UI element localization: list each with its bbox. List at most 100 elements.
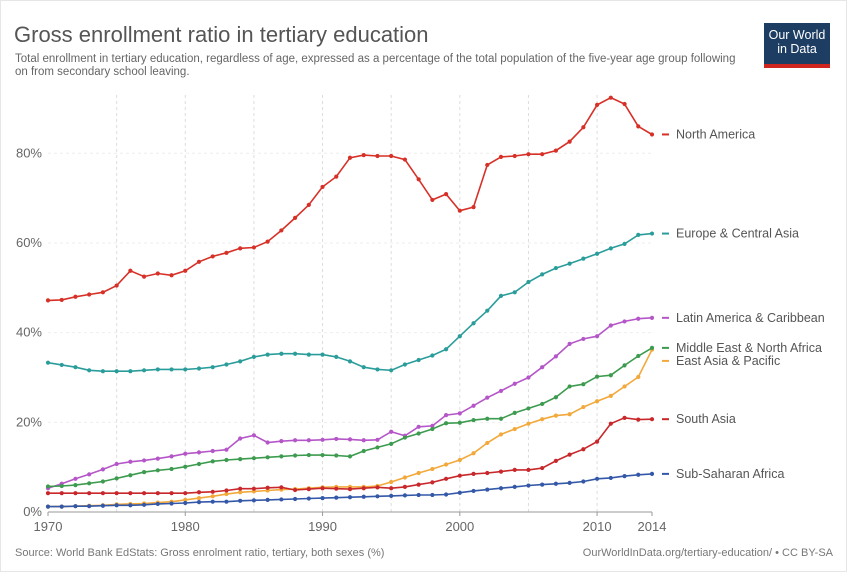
y-tick-label: 0% <box>23 504 42 519</box>
data-point <box>416 357 421 363</box>
data-point <box>320 352 325 357</box>
data-point <box>608 393 613 398</box>
series-0 <box>45 95 655 303</box>
data-point <box>224 447 229 452</box>
data-point <box>361 494 366 499</box>
data-point <box>402 475 408 480</box>
data-point <box>73 294 78 299</box>
data-point <box>183 367 188 372</box>
data-point <box>238 498 243 503</box>
data-point <box>265 352 270 357</box>
x-tick-label: 1970 <box>34 519 63 534</box>
data-point <box>498 154 504 159</box>
data-point <box>512 290 517 295</box>
data-point <box>471 204 476 210</box>
data-point <box>224 499 229 504</box>
data-point <box>430 492 435 498</box>
data-point <box>100 491 106 496</box>
data-point <box>59 483 64 489</box>
data-point <box>183 268 188 273</box>
data-point <box>306 487 311 492</box>
data-point <box>361 365 366 370</box>
data-point <box>238 359 243 364</box>
data-point <box>100 503 106 508</box>
data-point <box>485 162 490 168</box>
data-point <box>649 231 655 236</box>
data-point <box>622 363 627 368</box>
data-point <box>251 433 257 438</box>
data-point <box>608 475 613 481</box>
data-point <box>430 353 435 358</box>
data-point <box>526 467 531 472</box>
data-point <box>512 484 517 489</box>
data-point <box>196 366 202 371</box>
y-tick-label: 20% <box>16 414 42 429</box>
data-point <box>471 488 476 494</box>
data-point <box>553 148 559 153</box>
data-point <box>210 489 215 494</box>
data-point <box>512 381 517 386</box>
data-point <box>581 404 586 410</box>
data-point <box>292 487 298 493</box>
data-point <box>498 388 504 394</box>
data-point <box>334 436 339 442</box>
data-point <box>114 503 119 508</box>
data-point <box>292 453 298 458</box>
data-point <box>567 261 572 266</box>
data-point <box>100 369 106 374</box>
data-point <box>196 450 202 455</box>
data-point <box>540 365 545 370</box>
data-point <box>512 410 517 416</box>
data-point <box>306 438 311 443</box>
source-note: Source: World Bank EdStats: Gross enrolm… <box>15 547 385 559</box>
data-point <box>443 421 449 426</box>
data-point <box>196 461 202 467</box>
owid-logo[interactable]: Our World in Data <box>764 23 830 68</box>
data-point <box>526 483 531 488</box>
data-point <box>196 500 202 505</box>
series-label: Europe & Central Asia <box>676 227 799 241</box>
data-point <box>485 440 490 446</box>
data-point <box>581 382 586 387</box>
data-point <box>540 272 545 277</box>
data-point <box>155 501 160 507</box>
data-point <box>361 152 366 158</box>
data-point <box>114 369 119 374</box>
data-point <box>155 367 160 372</box>
series-label: Middle East & North Africa <box>676 341 822 355</box>
data-point <box>155 468 160 473</box>
data-point <box>45 484 51 489</box>
y-tick-label: 60% <box>16 235 42 250</box>
data-point <box>210 459 215 464</box>
data-point <box>224 250 229 255</box>
data-point <box>292 496 298 502</box>
y-tick-label: 40% <box>16 325 42 340</box>
series-line <box>47 347 653 488</box>
data-point <box>649 471 655 476</box>
data-point <box>183 464 188 469</box>
data-point <box>636 353 641 359</box>
data-point <box>87 368 92 373</box>
data-point <box>471 321 476 326</box>
credit-link[interactable]: OurWorldInData.org/tertiary-education/ •… <box>582 547 833 559</box>
data-point <box>649 345 655 350</box>
data-point <box>100 290 106 295</box>
data-point <box>128 459 133 464</box>
data-point <box>375 437 380 442</box>
chart-title: Gross enrollment ratio in tertiary educa… <box>14 22 429 47</box>
data-point <box>141 502 147 507</box>
data-point <box>389 368 394 373</box>
data-point <box>183 500 188 506</box>
data-point <box>567 412 572 417</box>
data-point <box>279 497 284 502</box>
data-point <box>622 384 627 389</box>
data-point <box>87 292 92 297</box>
data-point <box>114 461 119 467</box>
data-point <box>526 375 531 380</box>
series-label: East Asia & Pacific <box>676 354 780 368</box>
data-point <box>73 476 78 481</box>
series-6 <box>45 471 655 509</box>
data-point <box>636 316 641 321</box>
data-point <box>430 480 435 485</box>
data-point <box>540 465 545 471</box>
